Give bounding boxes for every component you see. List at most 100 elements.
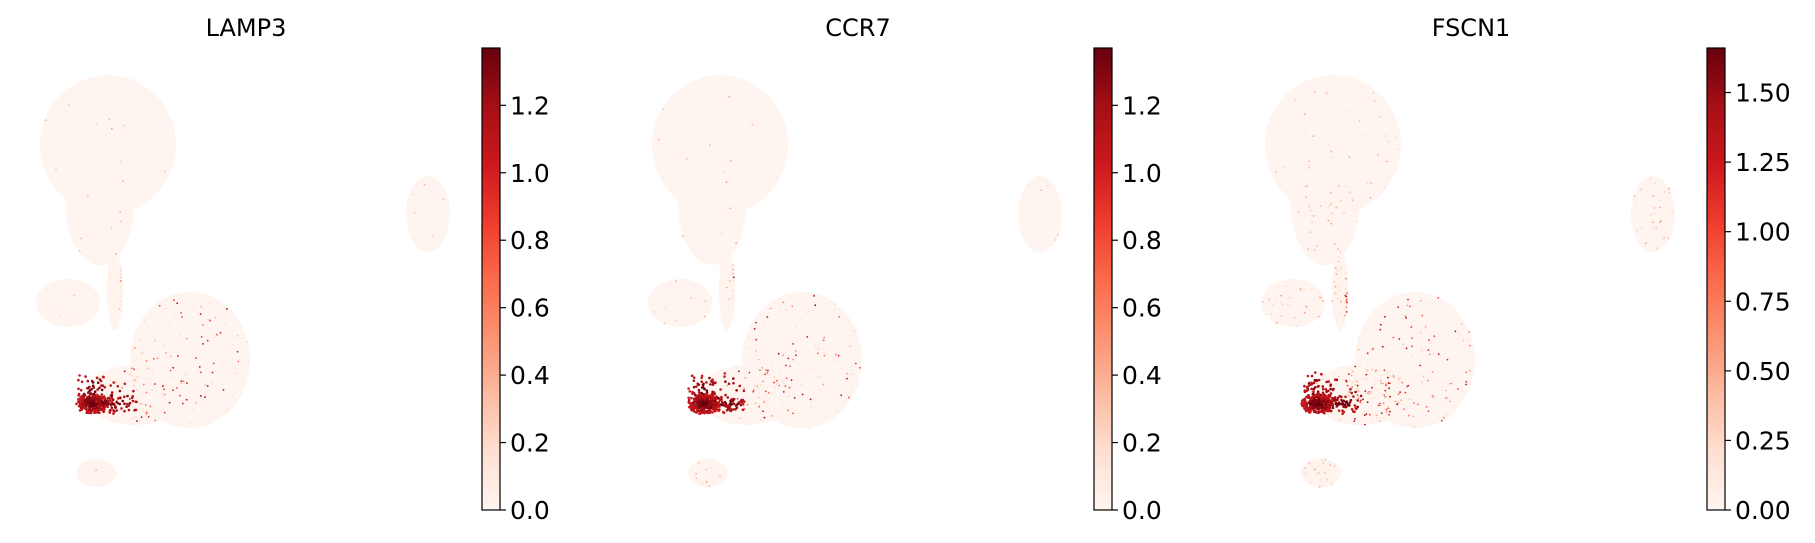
cell-point: [105, 134, 108, 137]
cell-point: [164, 325, 166, 328]
cell-point: [1340, 267, 1342, 270]
cell-point: [784, 126, 786, 129]
cell-point: [82, 290, 84, 293]
cell-point: [54, 141, 57, 144]
cell-point: [1319, 478, 1321, 481]
cell-point: [207, 302, 210, 305]
cell-point: [1396, 351, 1399, 354]
cell-point: [213, 393, 216, 396]
cell-point: [77, 166, 80, 169]
cell-point: [82, 150, 85, 152]
cell-point: [705, 483, 708, 485]
cell-point: [118, 373, 121, 376]
cell-point-high: [93, 406, 96, 410]
cell-point: [1401, 313, 1404, 316]
cell-point: [88, 479, 90, 481]
cell-point: [180, 312, 183, 314]
cell-point: [689, 191, 691, 193]
cell-point: [118, 303, 120, 305]
cell-point: [789, 337, 791, 339]
cell-point: [690, 98, 693, 101]
cell-point: [53, 304, 55, 307]
cell-point: [126, 177, 128, 180]
cell-point: [782, 354, 785, 357]
cell-point: [729, 309, 732, 311]
cell-point: [70, 285, 72, 288]
cell-point: [1343, 212, 1345, 215]
cell-point: [1295, 286, 1298, 289]
cell-point: [1385, 160, 1388, 163]
cell-point: [854, 362, 857, 365]
cell-point: [670, 281, 672, 284]
cell-point: [785, 309, 788, 312]
cell-point: [689, 473, 692, 475]
cell-point: [728, 319, 731, 322]
cell-point: [1427, 349, 1430, 351]
cell-point: [417, 188, 419, 190]
cell-point: [1307, 312, 1310, 314]
cell-point: [682, 313, 684, 316]
cell-point: [78, 95, 81, 97]
cell-point: [1284, 294, 1287, 297]
cell-point: [1298, 278, 1300, 281]
cell-point: [67, 307, 69, 309]
cell-point: [729, 286, 732, 288]
cell-point: [1317, 460, 1320, 463]
cell-point: [1391, 392, 1393, 395]
cell-point: [780, 391, 783, 394]
cell-point-high: [85, 411, 89, 415]
cell-point: [737, 237, 740, 240]
cell-point: [1640, 188, 1642, 191]
cell-point: [730, 187, 732, 189]
cell-point: [108, 481, 111, 484]
cell-point: [88, 384, 90, 386]
cell-point: [664, 318, 667, 320]
cell-point: [181, 400, 184, 402]
cell-point: [52, 159, 55, 162]
cell-point: [1337, 185, 1340, 187]
cell-point: [66, 314, 68, 316]
cell-point: [700, 470, 702, 472]
cell-point: [1315, 382, 1318, 385]
cell-point: [792, 387, 795, 389]
cell-point-high: [91, 384, 95, 388]
cell-point: [408, 204, 411, 206]
cell-point: [1332, 304, 1334, 306]
cell-point: [724, 79, 727, 81]
cell-point: [1312, 314, 1314, 316]
cell-point-high: [123, 395, 126, 399]
cell-point: [1668, 189, 1671, 191]
cell-point: [47, 295, 50, 297]
cell-point: [51, 294, 54, 297]
cell-point: [1320, 476, 1323, 479]
cell-point: [694, 307, 696, 310]
cell-point: [226, 352, 229, 354]
cell-point: [685, 234, 688, 237]
cell-point: [136, 388, 139, 391]
cell-point: [1633, 207, 1636, 210]
cell-point: [1411, 345, 1413, 348]
cell-point: [673, 294, 676, 297]
cell-point: [1659, 206, 1662, 209]
cell-point: [142, 353, 145, 355]
cell-point: [706, 215, 709, 217]
cell-point: [701, 483, 704, 486]
cell-point: [1662, 202, 1665, 205]
cell-point: [771, 415, 773, 417]
cell-point: [1653, 212, 1656, 214]
cell-point-high: [692, 379, 696, 383]
cell-point-high: [691, 405, 694, 409]
cell-point: [1337, 297, 1339, 300]
cell-point: [706, 463, 709, 466]
cell-point: [1340, 287, 1343, 290]
cell-point: [660, 321, 663, 323]
cell-point: [108, 95, 111, 98]
cell-point: [1379, 327, 1381, 329]
cell-point-high: [131, 399, 135, 403]
cell-point: [109, 297, 112, 300]
cell-point: [770, 411, 773, 414]
cell-point: [152, 370, 155, 373]
cell-point: [236, 368, 239, 371]
cell-point-high: [711, 378, 714, 382]
cell-point: [1415, 351, 1418, 354]
